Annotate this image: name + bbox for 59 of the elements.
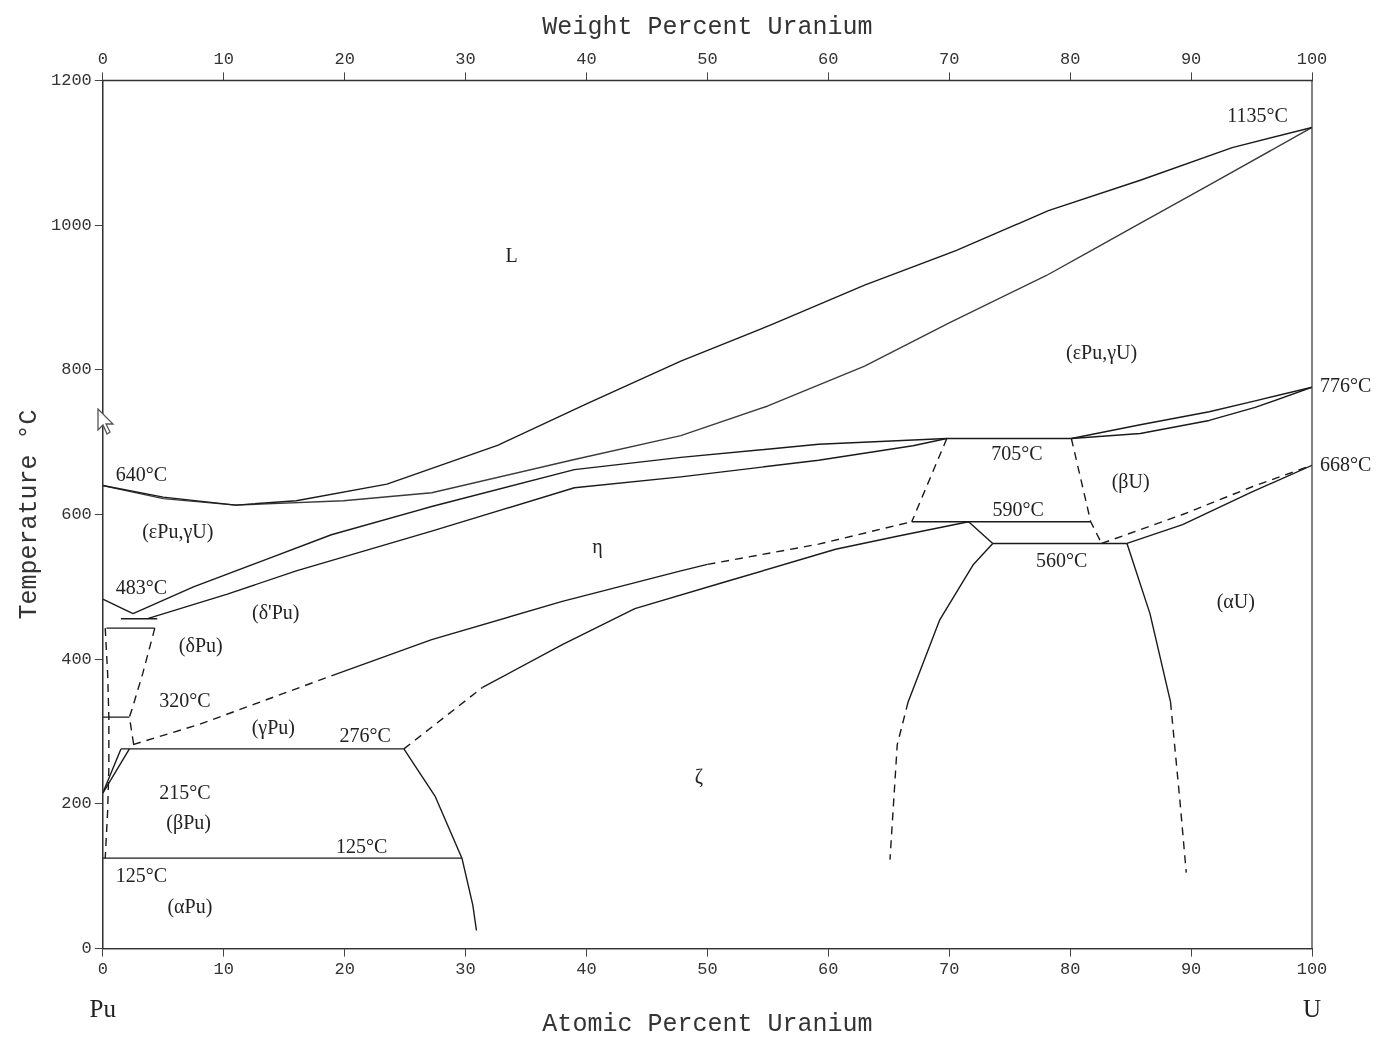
- x-tick-label: 70: [939, 960, 960, 980]
- annotation: (γPu): [251, 716, 295, 740]
- annotation: (δ'Pu): [251, 600, 300, 624]
- y-tick-label: 600: [61, 505, 92, 524]
- y-tick-label: 400: [61, 649, 92, 669]
- x2-axis-title: Weight Percent Uranium: [542, 12, 873, 42]
- text: U: [1302, 995, 1322, 1023]
- annotation: 320°C: [159, 689, 211, 712]
- x-tick-label: 90: [1180, 960, 1202, 980]
- annotation: (βU): [1111, 469, 1150, 493]
- x2-tick-label: 100: [1296, 49, 1328, 69]
- annotation: (δPu): [178, 633, 223, 657]
- annotation: 483°C: [115, 576, 168, 599]
- x-axis-title: Atomic Percent Uranium: [542, 1009, 873, 1039]
- x2-tick-label: 30: [455, 49, 476, 69]
- x2-tick-label: 90: [1180, 49, 1202, 69]
- y-tick-label: 200: [61, 794, 92, 814]
- annotation: 215°C: [159, 781, 211, 804]
- annotation: η: [592, 534, 603, 558]
- x-tick-label: 40: [576, 960, 597, 980]
- x-tick-label: 80: [1059, 960, 1081, 980]
- x2-tick-label: 20: [334, 49, 355, 69]
- annotation: L: [505, 243, 518, 266]
- y-tick-label: 1200: [50, 70, 92, 90]
- y-tick-label: 1000: [50, 215, 92, 235]
- x-tick-label: 100: [1296, 960, 1328, 980]
- annotation: 668°C: [1320, 452, 1372, 475]
- x2-tick-label: 70: [939, 49, 960, 69]
- annotation: (αU): [1216, 590, 1255, 614]
- annotation: 125°C: [335, 835, 388, 858]
- annotation: (αPu): [167, 894, 213, 918]
- x-tick-label: 0: [97, 960, 108, 980]
- annotation: 776°C: [1320, 374, 1372, 397]
- annotation: 276°C: [339, 724, 391, 747]
- annotation: 705°C: [991, 441, 1043, 464]
- annotation: (εPu,γU): [1066, 341, 1138, 365]
- x2-tick-label: 0: [97, 49, 108, 69]
- y-tick-label: 0: [81, 939, 92, 959]
- x-tick-label: 30: [455, 960, 476, 980]
- annotation: 125°C: [115, 863, 168, 886]
- x-tick-label: 60: [818, 960, 839, 980]
- annotation: 560°C: [1036, 548, 1088, 571]
- annotation: ζ: [694, 764, 704, 788]
- x2-tick-label: 50: [697, 49, 718, 69]
- x-tick-label: 20: [334, 960, 355, 980]
- annotation: 590°C: [992, 498, 1044, 521]
- annotation: 1135°C: [1227, 104, 1288, 127]
- x-tick-label: 50: [697, 960, 718, 980]
- annotation: (εPu,γU): [142, 519, 214, 543]
- y-axis-title: Temperature °C: [14, 409, 44, 620]
- x2-tick-label: 10: [213, 49, 234, 69]
- annotation: (βPu): [166, 810, 211, 834]
- x2-tick-label: 40: [576, 49, 597, 69]
- x2-tick-label: 60: [818, 49, 839, 69]
- text: Pu: [89, 995, 117, 1023]
- y-tick-label: 800: [61, 360, 92, 380]
- x-tick-label: 10: [213, 960, 234, 980]
- annotation: 640°C: [115, 462, 168, 485]
- x2-tick-label: 80: [1059, 49, 1081, 69]
